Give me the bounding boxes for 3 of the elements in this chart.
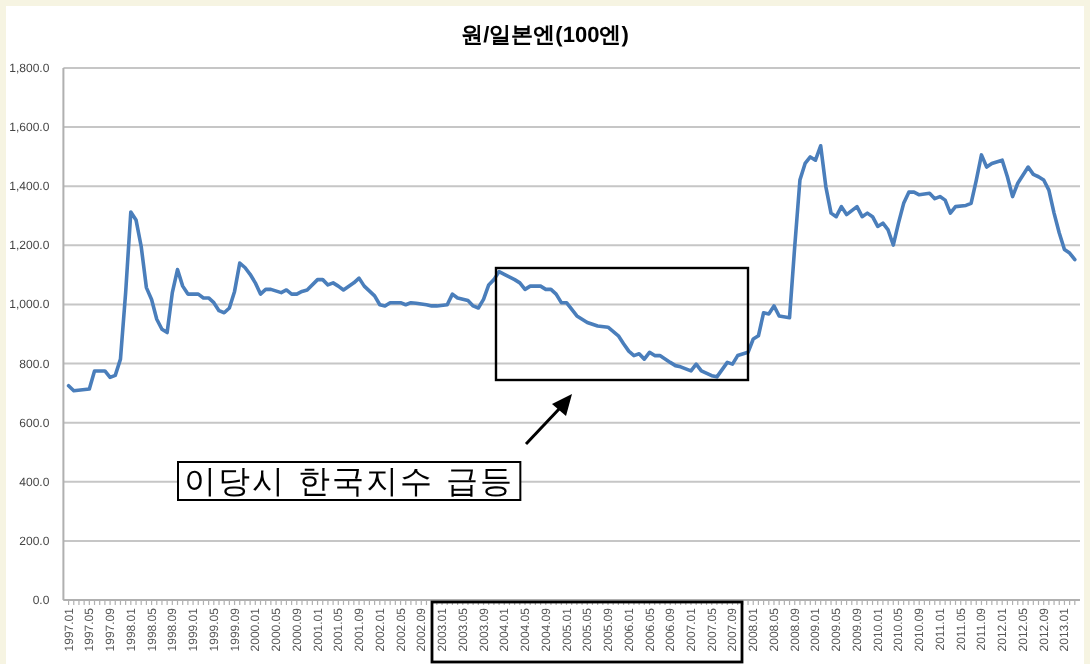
line-series [66,143,1077,393]
chart-title: 원/일본엔(100엔) [461,24,630,48]
annotation: 이당시 한국지수 급등 [184,462,515,500]
